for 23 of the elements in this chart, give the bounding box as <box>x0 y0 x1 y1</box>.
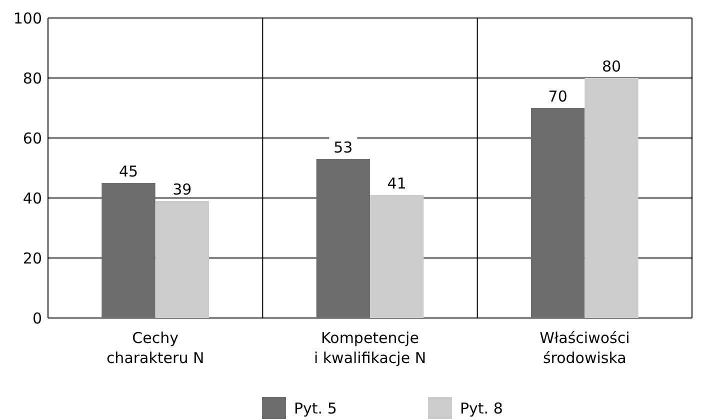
bar <box>316 159 370 318</box>
data-label: 53 <box>334 138 353 156</box>
y-tick-label: 40 <box>22 189 42 208</box>
legend-label: Pyt. 5 <box>294 399 337 418</box>
data-label: 39 <box>172 180 192 198</box>
y-tick-label: 20 <box>22 249 42 268</box>
bar <box>102 183 156 318</box>
bar <box>155 201 209 318</box>
data-label: 70 <box>548 87 568 106</box>
y-tick-label: 100 <box>13 9 42 28</box>
y-tick-label: 0 <box>32 309 42 328</box>
legend-label: Pyt. 8 <box>460 399 503 418</box>
data-label: 80 <box>602 57 622 76</box>
y-tick-label: 80 <box>22 69 42 88</box>
x-tick-label: Właściwości środowiska <box>540 329 630 367</box>
data-label: 45 <box>118 162 138 180</box>
data-label: 41 <box>387 174 406 192</box>
x-tick-label: Kompetencje i kwalifikacje N <box>314 329 426 367</box>
bar <box>531 108 585 318</box>
bar <box>370 195 424 318</box>
x-tick-label: Cechy charakteru N <box>106 329 204 367</box>
y-tick-label: 60 <box>22 129 42 148</box>
bar <box>584 78 638 318</box>
